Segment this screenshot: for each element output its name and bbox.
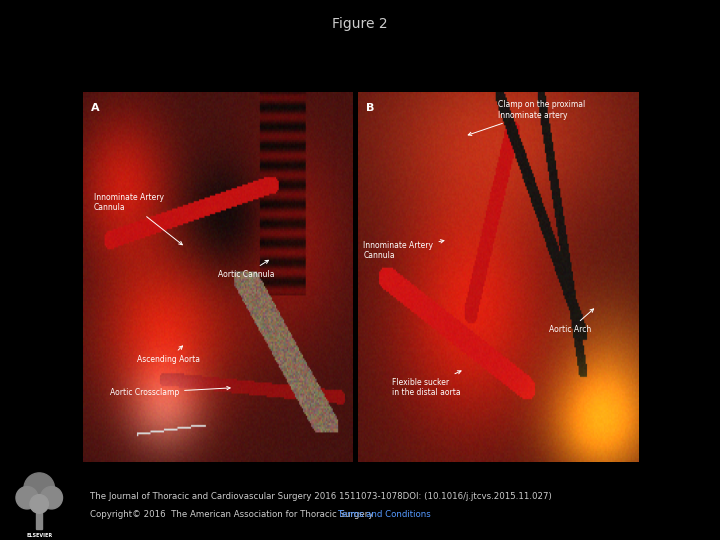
Text: Flexible sucker
in the distal aorta: Flexible sucker in the distal aorta <box>392 371 461 397</box>
Text: Ascending Aorta: Ascending Aorta <box>137 346 200 364</box>
Text: The Journal of Thoracic and Cardiovascular Surgery 2016 1511073-1078DOI: (10.101: The Journal of Thoracic and Cardiovascul… <box>90 492 552 502</box>
Bar <box>36 510 42 529</box>
Text: Innominate Artery
Cannula: Innominate Artery Cannula <box>364 240 444 260</box>
Text: Aortic Arch: Aortic Arch <box>549 309 593 334</box>
Text: Innominate Artery
Cannula: Innominate Artery Cannula <box>94 193 182 245</box>
Text: Aortic Crossclamp: Aortic Crossclamp <box>109 387 230 397</box>
Text: ELSEVIER: ELSEVIER <box>26 533 53 538</box>
Text: Copyright© 2016  The American Association for Thoracic Surgery: Copyright© 2016 The American Association… <box>90 510 376 519</box>
Text: Aortic Cannula: Aortic Cannula <box>218 260 274 279</box>
Circle shape <box>40 487 63 509</box>
Text: Figure 2: Figure 2 <box>332 17 388 31</box>
Text: B: B <box>366 103 374 113</box>
Circle shape <box>24 473 55 504</box>
Text: Clamp on the proximal
Innominate artery: Clamp on the proximal Innominate artery <box>468 100 585 136</box>
Text: A: A <box>91 103 99 113</box>
Circle shape <box>16 487 38 509</box>
Text: Terms and Conditions: Terms and Conditions <box>338 510 431 519</box>
Circle shape <box>30 495 48 513</box>
